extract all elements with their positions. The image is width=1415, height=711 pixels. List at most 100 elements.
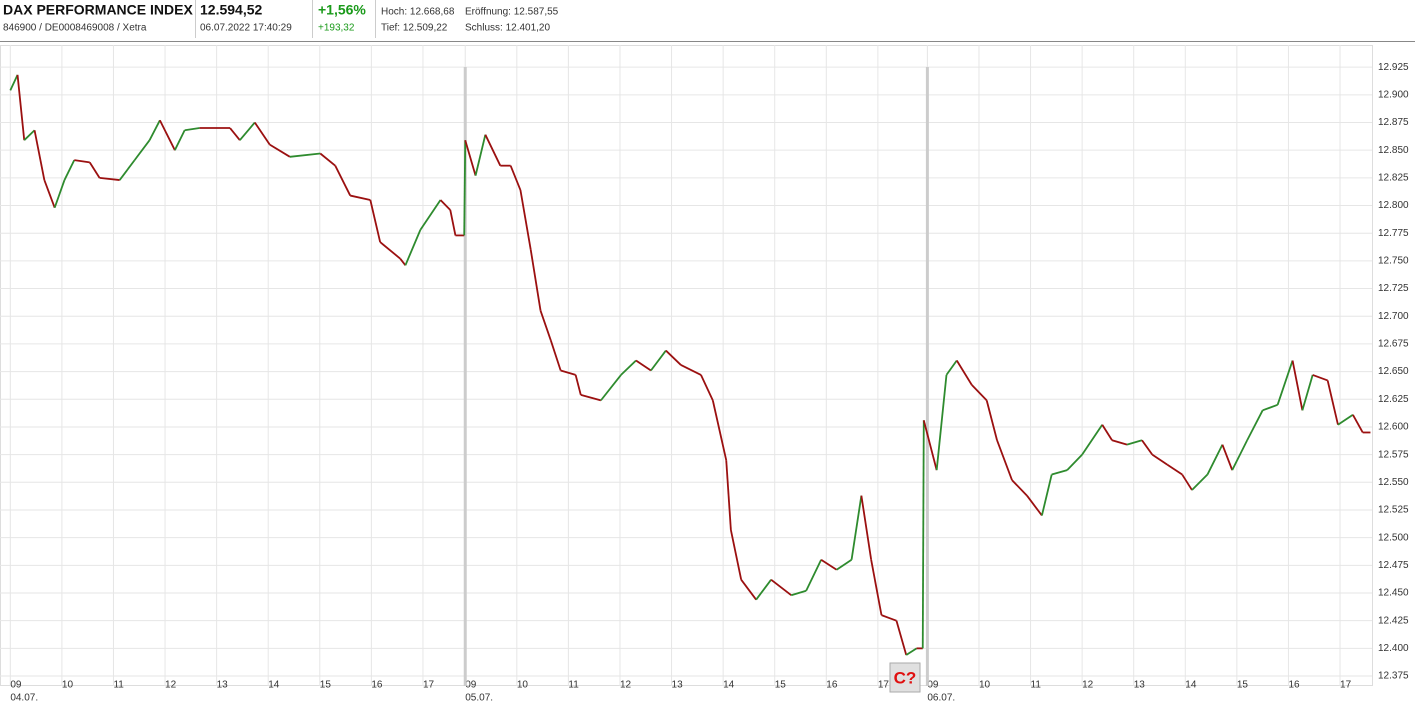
y-tick-label: 12.925 xyxy=(1378,62,1409,73)
high: Hoch: 12.668,68 xyxy=(381,7,455,18)
price-segment xyxy=(755,579,772,601)
price-segment xyxy=(635,359,652,372)
price-segment xyxy=(63,159,76,181)
x-tick-label: 11 xyxy=(113,680,124,691)
price-segment xyxy=(600,374,622,401)
y-tick-label: 12.500 xyxy=(1378,532,1409,543)
price-segment xyxy=(1151,453,1168,466)
price-segment xyxy=(334,165,352,196)
price-segment xyxy=(1301,374,1314,411)
open: Eröffnung: 12.587,55 xyxy=(465,7,559,18)
price-segment xyxy=(1081,424,1103,456)
price-segment xyxy=(1312,374,1328,382)
price-segment xyxy=(1337,414,1354,426)
price-segment xyxy=(88,161,101,179)
price-segment xyxy=(574,374,582,396)
x-tick-label: 11 xyxy=(568,680,579,691)
price-segment xyxy=(439,199,451,211)
x-tick-label: 13 xyxy=(672,680,684,691)
price-segment xyxy=(620,359,637,376)
price-segment xyxy=(148,119,161,141)
x-tick-label: 14 xyxy=(1185,680,1197,691)
price-segment xyxy=(1141,439,1154,456)
close: Schluss: 12.401,20 xyxy=(465,23,550,34)
price-segment xyxy=(550,340,562,371)
price-segment xyxy=(184,127,200,132)
price-segment xyxy=(519,189,532,250)
x-tick-label: 16 xyxy=(371,680,383,691)
price-segment xyxy=(43,179,56,209)
y-tick-label: 12.450 xyxy=(1378,588,1409,599)
price-segment xyxy=(174,129,186,151)
x-tick-label: 13 xyxy=(1134,680,1146,691)
y-tick-label: 12.900 xyxy=(1378,89,1409,100)
price-segment xyxy=(1101,424,1113,441)
price-segment xyxy=(1041,474,1053,516)
price-segment xyxy=(922,420,938,471)
price-segment xyxy=(870,559,883,616)
y-tick-label: 12.650 xyxy=(1378,366,1409,377)
y-tick-label: 12.550 xyxy=(1378,477,1409,488)
price-segment xyxy=(463,140,467,236)
price-segment xyxy=(133,139,151,161)
x-tick-label: 09 xyxy=(927,680,939,691)
y-tick-label: 12.800 xyxy=(1378,200,1409,211)
price-segment xyxy=(956,360,973,386)
x-tick-label: 15 xyxy=(320,680,332,691)
timestamp: 06.07.2022 17:40:29 xyxy=(200,23,292,34)
price-segment xyxy=(449,209,457,236)
price-segment xyxy=(379,241,401,260)
y-tick-label: 12.400 xyxy=(1378,643,1409,654)
price-segment xyxy=(895,620,908,656)
price-segment xyxy=(509,165,522,191)
change-abs: +193,32 xyxy=(318,23,355,34)
price-segment xyxy=(254,121,271,146)
price-segment xyxy=(1262,403,1278,412)
price-segment xyxy=(99,176,120,181)
price-segment xyxy=(484,134,502,167)
price-segment xyxy=(289,152,321,158)
price-segment xyxy=(881,614,897,622)
price-segment xyxy=(1111,439,1128,446)
price-segment xyxy=(665,349,682,366)
price-segment xyxy=(1126,439,1143,446)
price-segment xyxy=(836,559,853,571)
price-segment xyxy=(1206,444,1224,475)
price-segment xyxy=(239,121,256,141)
price-segment xyxy=(23,129,36,141)
x-tick-label: 11 xyxy=(1031,680,1042,691)
price-segment xyxy=(159,119,176,151)
y-tick-label: 12.875 xyxy=(1378,117,1409,128)
x-tick-label: 16 xyxy=(1288,680,1300,691)
x-tick-label: 12 xyxy=(165,680,177,691)
x-tick-label: 14 xyxy=(723,680,735,691)
price-segment xyxy=(1191,473,1209,491)
price-segment xyxy=(770,579,792,596)
y-tick-label: 12.600 xyxy=(1378,422,1409,433)
x-tick-label: 15 xyxy=(1237,680,1249,691)
x-tick-label: 17 xyxy=(878,680,890,691)
price-segment xyxy=(860,495,873,560)
x-tick-label: 17 xyxy=(423,680,435,691)
annotation: C? xyxy=(894,668,917,687)
y-tick-label: 12.525 xyxy=(1378,505,1409,516)
x-tick-label: 15 xyxy=(775,680,787,691)
price-segment xyxy=(1011,479,1028,497)
price-segment xyxy=(935,374,948,471)
y-tick-label: 12.375 xyxy=(1378,671,1409,682)
date-label: 06.07. xyxy=(927,693,955,704)
price-segment xyxy=(1246,409,1264,441)
y-tick-label: 12.850 xyxy=(1378,145,1409,156)
x-tick-label: 16 xyxy=(826,680,838,691)
y-tick-label: 12.700 xyxy=(1378,311,1409,322)
x-tick-label: 10 xyxy=(62,680,74,691)
price-segment xyxy=(971,384,988,401)
price-segment xyxy=(33,130,46,181)
price-segment xyxy=(16,74,26,141)
price-segment xyxy=(539,310,552,341)
x-tick-label: 09 xyxy=(10,680,22,691)
date-label: 05.07. xyxy=(465,693,493,704)
price: 12.594,52 xyxy=(200,2,262,18)
